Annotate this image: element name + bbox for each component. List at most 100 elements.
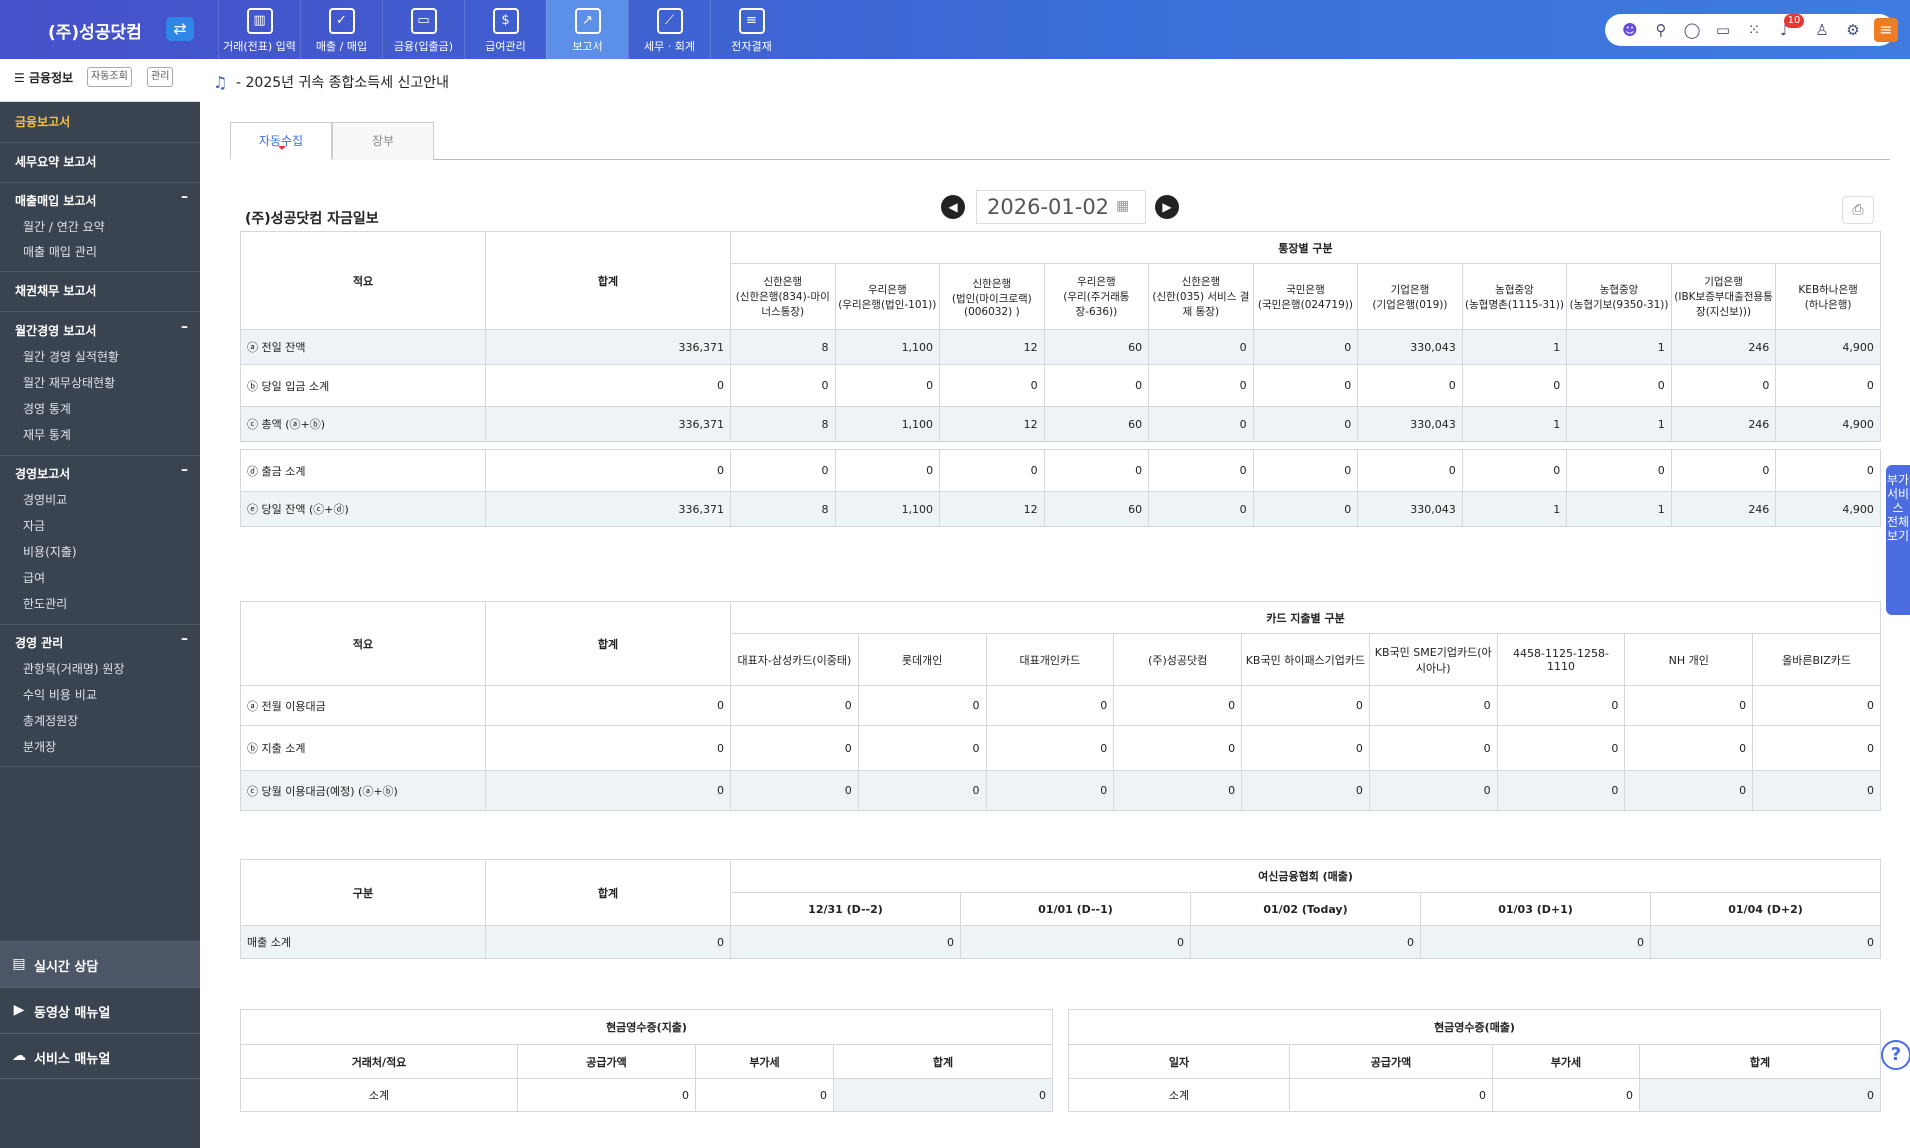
row-value: 0 — [1252, 406, 1359, 442]
video-manual-button[interactable]: ▶ 동영상 매뉴얼 — [0, 987, 200, 1033]
table-row[interactable]: ⓑ 당일 입금 소계 0 0 0 0 0 0 0 0 0 0 0 0 — [240, 364, 1881, 407]
date-input[interactable]: 2026-01-02 — [976, 190, 1146, 224]
cash-column-header: 일자 — [1068, 1044, 1290, 1079]
print-button[interactable]: ⎙ — [1842, 196, 1874, 224]
nav-2[interactable]: ▭ 금융(입출금) — [382, 0, 464, 59]
sidebar-item[interactable]: 분개장 — [23, 740, 57, 754]
table-row[interactable]: ⓔ 당일 잔액 (ⓒ+ⓓ) 336,371 8 1,100 12 60 0 0 330,043 1… — [240, 491, 1881, 527]
sidebar-item[interactable]: 월간 경영 실적현황 — [23, 350, 119, 364]
nav-3[interactable]: $ 급여관리 — [464, 0, 546, 59]
sidebar-item[interactable]: 재무 통계 — [23, 428, 71, 442]
sidebar-item[interactable]: 월간 / 연간 요약 — [23, 220, 105, 234]
sidebar-item[interactable]: 수익 비용 비교 — [23, 688, 97, 702]
collapse-icon[interactable]: – — [181, 631, 188, 647]
table-row[interactable]: 소계 0 0 0 — [1068, 1078, 1882, 1112]
row-value: 0 — [939, 364, 1045, 407]
manage-button[interactable]: 관리 — [147, 67, 174, 87]
row-total: 336,371 — [485, 329, 731, 365]
account-name: (IBK보증부대출전용통장(지신보))) — [1674, 291, 1773, 318]
sidebar-item[interactable]: 급여 — [23, 571, 46, 585]
row-total: 0 — [485, 449, 731, 492]
cash-column-header: 부가세 — [695, 1044, 834, 1079]
sidebar-mgmt[interactable]: 경영 관리 — [15, 636, 64, 650]
notice-text[interactable]: - 2025년 귀속 종합소득세 신고안내 — [236, 75, 450, 91]
search-icon[interactable]: ⚲ — [1655, 21, 1667, 39]
nav-4[interactable]: ↗ 보고서 — [546, 0, 628, 59]
prev-date-button[interactable]: ◀ — [941, 195, 965, 219]
bell-icon[interactable]: ♪ — [1780, 21, 1790, 39]
nav-5[interactable]: ⟋ 세무 · 회계 — [628, 0, 710, 59]
sidebar-item[interactable]: 관항목(거래명) 원장 — [23, 662, 125, 676]
row-value: 1 — [1566, 406, 1672, 442]
nav-1[interactable]: ✓ 매출 / 매입 — [300, 0, 382, 59]
nav-0[interactable]: ▥ 거래(전표) 입력 — [218, 0, 300, 59]
table-row[interactable]: 매출 소계 0 0 0 0 0 0 — [240, 925, 1882, 959]
sidebar-finance-report[interactable]: 금융보고서 — [15, 115, 71, 129]
switch-company-button[interactable]: ⇄ — [166, 17, 194, 41]
header-total: 합계 — [485, 231, 731, 330]
sidebar-item[interactable]: 월간 재무상태현황 — [23, 376, 116, 390]
row-value: 0 — [695, 1078, 834, 1112]
sidebar-item[interactable]: 경영비교 — [23, 493, 68, 507]
card-icon[interactable]: ▭ — [1715, 21, 1731, 39]
calendar-icon[interactable]: ▦ — [1116, 198, 1130, 214]
menu-icon[interactable]: ≡ — [1874, 18, 1898, 42]
row-value: 1 — [1566, 329, 1672, 365]
table-row[interactable]: 소계 0 0 0 — [240, 1078, 1054, 1112]
collapse-icon[interactable]: – — [181, 462, 188, 478]
table-row[interactable]: ⓒ 당월 이용대금(예정) (ⓐ+ⓑ) 0 0 0 0 0 0 0 0 0 0 — [240, 770, 1881, 811]
row-value: 60 — [1043, 406, 1150, 442]
bank-name: 국민은행 — [1286, 283, 1325, 296]
row-value: 0 — [1775, 449, 1881, 492]
table-row[interactable]: ⓑ 지출 소계 0 0 0 0 0 0 0 0 0 0 — [240, 725, 1881, 771]
bank-name: 신한은행 — [763, 276, 803, 288]
auto-query-button[interactable]: 자동조회 — [87, 67, 132, 87]
sidebar-item[interactable]: 경영 통계 — [23, 402, 71, 416]
service-manual-button[interactable]: ☁ 서비스 매뉴얼 — [0, 1033, 200, 1079]
message-icon[interactable]: ◯ — [1683, 21, 1701, 39]
next-date-button[interactable]: ▶ — [1155, 195, 1179, 219]
sidebar-item[interactable]: 총계정원장 — [23, 714, 79, 728]
sidebar-item[interactable]: 자금 — [23, 519, 46, 533]
row-value: 8 — [730, 329, 836, 365]
sidebar-monthly-mgmt[interactable]: 월간경영 보고서 — [15, 324, 97, 338]
user-icon[interactable]: ♙ — [1815, 21, 1829, 39]
company-logo[interactable]: (주)성공닷컴 — [48, 23, 142, 43]
sidebar-sales-purchase[interactable]: 매출매입 보고서 — [15, 194, 97, 208]
table-row[interactable]: ⓐ 전일 잔액 336,371 8 1,100 12 60 0 0 330,043 1 1 246 4,… — [240, 329, 1881, 365]
row-total: 0 — [485, 770, 731, 811]
help-icon[interactable]: ? — [1881, 1040, 1910, 1070]
sidebar-item[interactable]: 비용(지출) — [23, 545, 77, 559]
table-row[interactable]: ⓐ 전월 이용대금 0 0 0 0 0 0 0 0 0 0 — [240, 685, 1881, 726]
row-value: 0 — [857, 725, 987, 771]
credit-column-header: 01/01 (D--1) — [960, 892, 1191, 926]
cash-title: 현금영수증(매출) — [1067, 1009, 1882, 1045]
sidebar-mgmt-report[interactable]: 경영보고서 — [15, 467, 71, 481]
nav-6[interactable]: ≡ 전자결재 — [710, 0, 792, 59]
collapse-icon[interactable]: – — [181, 189, 188, 205]
table-row[interactable]: ⓒ 총액 (ⓐ+ⓑ) 336,371 8 1,100 12 60 0 0 330,043 1 1 24… — [240, 406, 1881, 442]
row-value: 소계 — [240, 1078, 518, 1112]
row-value: 0 — [1043, 449, 1150, 492]
tab-auto-collect[interactable]: 자동수집 — [230, 122, 332, 160]
collapse-icon[interactable]: – — [181, 319, 188, 335]
live-chat-button[interactable]: ▤ 실시간 상담 — [0, 941, 200, 987]
credit-column-header: 12/31 (D--2) — [730, 892, 961, 926]
gear-icon[interactable]: ⚙ — [1846, 21, 1860, 39]
apps-icon[interactable]: ⁙ — [1747, 21, 1761, 39]
account-name: (법인(마이크로랙) (006032) ) — [951, 292, 1032, 318]
tab-ledger[interactable]: 장부 — [332, 122, 434, 160]
chatbot-icon[interactable]: ☻ — [1622, 21, 1638, 39]
cash-column-header: 합계 — [832, 1044, 1054, 1079]
row-total: 336,371 — [485, 406, 731, 442]
sidebar-tax-summary[interactable]: 세무요약 보고서 — [15, 155, 97, 169]
sidebar-item[interactable]: 한도관리 — [23, 597, 68, 611]
cash-receipt-expense-table: 현금영수증(지출) 거래처/적요 공급가액 부가세 합계 소계 0 0 0 — [239, 1009, 1054, 1112]
row-value: 12 — [939, 329, 1045, 365]
table-row[interactable]: ⓓ 출금 소계 0 0 0 0 0 0 0 0 0 0 0 0 — [240, 449, 1881, 492]
sidebar-receivables[interactable]: 채권채무 보고서 — [15, 284, 97, 298]
sidebar-item[interactable]: 매출 매입 관리 — [23, 245, 97, 259]
bank-name: 신한은행 — [1181, 276, 1221, 288]
side-service-tab[interactable]: 부가서비스 전체보기 — [1886, 465, 1910, 615]
cash-column-header: 공급가액 — [517, 1044, 696, 1079]
